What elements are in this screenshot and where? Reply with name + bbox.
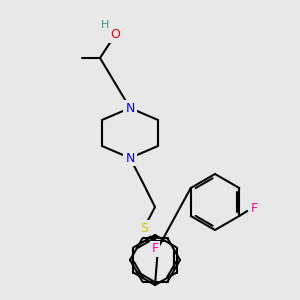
Text: N: N (125, 152, 135, 164)
Text: F: F (251, 202, 258, 214)
Text: H: H (101, 20, 109, 30)
Text: F: F (152, 242, 159, 256)
Text: N: N (125, 101, 135, 115)
Text: S: S (140, 221, 148, 235)
Text: O: O (110, 28, 120, 41)
